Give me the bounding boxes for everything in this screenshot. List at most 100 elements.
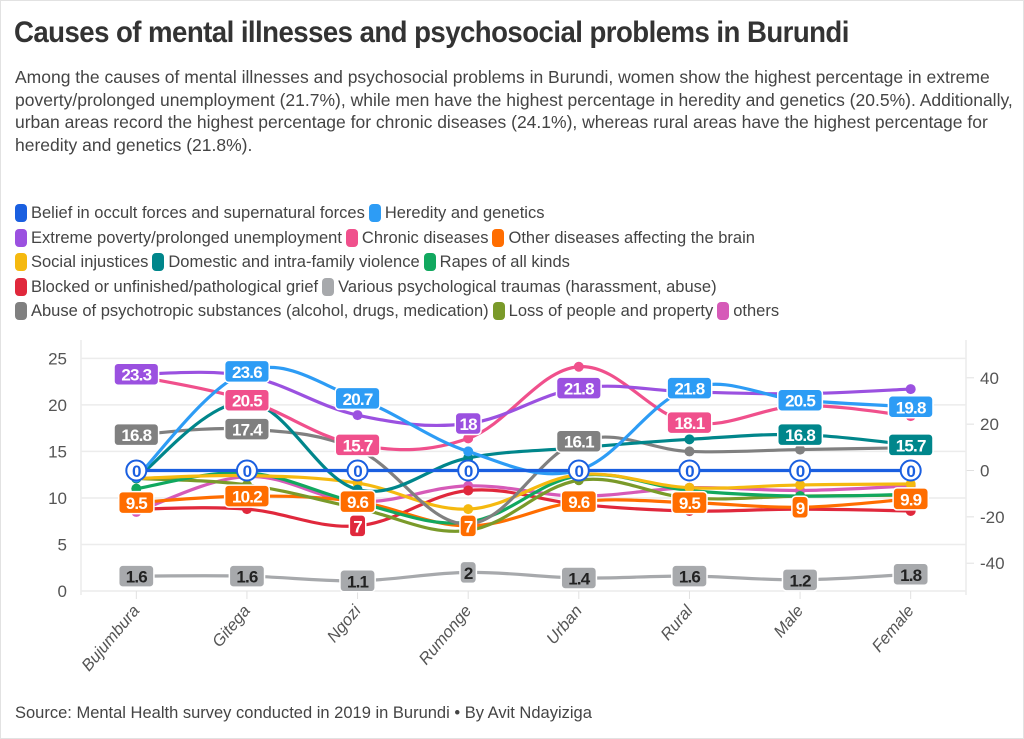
data-label-bg bbox=[560, 566, 598, 590]
data-label-text: 1.8 bbox=[900, 566, 922, 585]
data-labels: 1.6 1.6 1.1 2 1.4 1.6 1.2 1.8 7 9.5 10.2 9.6 7 9.6 9.5… bbox=[113, 359, 934, 593]
legend-label: Extreme poverty/prolonged unemployment bbox=[31, 228, 342, 247]
data-label: 21.8 bbox=[666, 376, 713, 400]
legend-item[interactable]: Chronic diseases bbox=[345, 226, 489, 251]
legend-swatch bbox=[492, 302, 505, 321]
data-label: 1.1 bbox=[339, 569, 376, 593]
data-label-text: 1.2 bbox=[789, 571, 811, 590]
legend-label: Chronic diseases bbox=[361, 228, 489, 247]
legend-item[interactable]: Belief in occult forces and supernatural… bbox=[15, 201, 365, 226]
data-label-text: 1.4 bbox=[568, 569, 591, 588]
data-label: 23.3 bbox=[113, 362, 160, 386]
data-label-text: 7 bbox=[353, 517, 362, 536]
source-note: Source: Mental Health survey conducted i… bbox=[15, 704, 592, 722]
data-label-text: 20.7 bbox=[343, 390, 373, 409]
data-label: 7 bbox=[348, 514, 367, 538]
data-point-domestic-and-intra-family-violence bbox=[684, 434, 695, 445]
y-right-tick-label: -20 bbox=[980, 508, 1005, 527]
x-tick-label: Bujumbura bbox=[78, 602, 143, 675]
data-label-text: 20.5 bbox=[232, 392, 262, 411]
legend-label: others bbox=[733, 302, 780, 320]
legend-item[interactable]: Heredity and genetics bbox=[368, 201, 544, 226]
legend: Belief in occult forces and supernatural… bbox=[15, 201, 1015, 324]
data-label: 1.8 bbox=[892, 562, 930, 587]
legend-item[interactable]: Abuse of psychotropic substances (alcoho… bbox=[15, 299, 489, 324]
legend-swatch bbox=[15, 277, 27, 296]
data-label: 20.5 bbox=[223, 388, 270, 412]
data-label-text: 9.6 bbox=[347, 493, 369, 512]
data-label-bg bbox=[777, 422, 824, 447]
legend-swatch bbox=[15, 204, 27, 223]
data-label-text: 16.1 bbox=[564, 433, 594, 452]
data-label-bg bbox=[459, 514, 478, 538]
legend-item[interactable]: Loss of people and property bbox=[492, 299, 713, 324]
legend-row: Belief in occult forces and supernatural… bbox=[15, 201, 1015, 226]
data-label-bg bbox=[346, 459, 369, 482]
data-point-extreme-poverty-prolonged-unemployment bbox=[905, 384, 916, 395]
data-label-bg bbox=[223, 359, 270, 384]
data-label-text: 1.6 bbox=[679, 568, 701, 587]
legend-swatch bbox=[717, 302, 730, 321]
data-label-text: 9 bbox=[796, 499, 805, 518]
data-point-social-injustices bbox=[905, 478, 916, 489]
data-label-text: 23.6 bbox=[232, 363, 262, 382]
legend-item[interactable]: others bbox=[717, 299, 779, 324]
chart-title: Causes of mental illnesses and psychosoc… bbox=[14, 16, 849, 49]
data-label: 15.7 bbox=[334, 433, 381, 457]
data-label-bg bbox=[892, 487, 930, 511]
data-label-bg bbox=[666, 376, 713, 400]
legend-item[interactable]: Rapes of all kinds bbox=[423, 250, 570, 275]
data-label-text: 0 bbox=[906, 462, 915, 481]
legend-label: Social injustices bbox=[31, 253, 149, 271]
series-line-social-injustices bbox=[134, 472, 913, 511]
data-label-bg bbox=[339, 489, 376, 514]
legend-item[interactable]: Social injustices bbox=[15, 250, 148, 275]
x-tick-label: Urban bbox=[543, 602, 586, 648]
data-label-text: 0 bbox=[132, 462, 141, 481]
data-label-bg bbox=[457, 459, 480, 482]
y-left-tick-label: 0 bbox=[58, 582, 67, 601]
data-label: 23.6 bbox=[223, 359, 270, 384]
legend-row: Extreme poverty/prolonged unemployment Ch… bbox=[15, 226, 1015, 251]
data-label-bg bbox=[560, 489, 598, 514]
data-label-text: 0 bbox=[574, 462, 583, 481]
y-right-tick-label: 40 bbox=[980, 369, 999, 388]
legend-swatch bbox=[15, 253, 27, 272]
data-label-text: 1.1 bbox=[347, 572, 369, 591]
data-label: 21.8 bbox=[555, 376, 602, 400]
data-label: 0 bbox=[567, 459, 590, 482]
data-label-bg bbox=[117, 564, 155, 588]
data-label-bg bbox=[223, 484, 270, 508]
data-label: 18.1 bbox=[666, 410, 713, 435]
x-tick-label: Ngozi bbox=[324, 601, 366, 646]
data-label: 1.6 bbox=[671, 564, 708, 588]
data-label: 9.5 bbox=[671, 490, 708, 515]
legend-item[interactable]: Blocked or unfinished/pathological grief bbox=[15, 275, 318, 300]
data-label: 1.6 bbox=[117, 564, 155, 588]
x-tick-label: Female bbox=[869, 602, 918, 656]
y-left-tick-label: 5 bbox=[58, 535, 67, 554]
y-left-tick-label: 25 bbox=[48, 349, 67, 368]
data-label: 10.2 bbox=[223, 484, 270, 508]
data-label-bg bbox=[223, 388, 270, 412]
legend-item[interactable]: Domestic and intra-family violence bbox=[152, 250, 420, 275]
legend-item[interactable]: Other diseases affecting the brain bbox=[492, 226, 755, 251]
data-label: 17.4 bbox=[223, 417, 270, 441]
x-tick-label: Rumonge bbox=[415, 602, 475, 668]
data-label: 15.7 bbox=[887, 433, 934, 457]
legend-swatch bbox=[322, 277, 335, 296]
data-label-bg bbox=[454, 411, 482, 436]
legend-label: Blocked or unfinished/pathological grief bbox=[31, 277, 319, 296]
data-label: 0 bbox=[457, 459, 480, 482]
data-label-text: 2 bbox=[464, 564, 473, 583]
legend-swatch bbox=[492, 228, 505, 247]
data-label-text: 16.8 bbox=[785, 426, 815, 445]
data-label-text: 0 bbox=[464, 462, 473, 481]
data-label-text: 0 bbox=[796, 462, 805, 481]
data-label: 2 bbox=[459, 560, 478, 585]
data-label: 9.9 bbox=[892, 487, 930, 511]
legend-item[interactable]: Extreme poverty/prolonged unemployment bbox=[15, 226, 342, 251]
data-label-bg bbox=[125, 459, 148, 482]
legend-item[interactable]: Various psychological traumas (harassmen… bbox=[322, 275, 717, 300]
